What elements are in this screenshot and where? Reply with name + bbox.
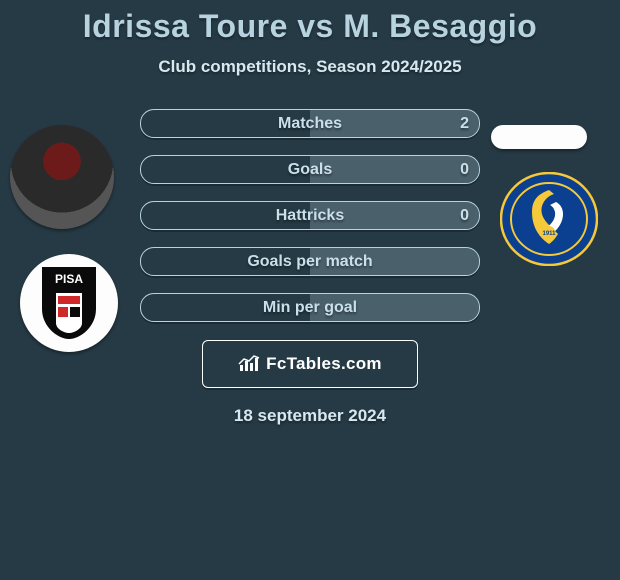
- stat-right-value: 0: [460, 161, 469, 179]
- player-left-avatar: [10, 125, 114, 229]
- player-right-avatar: [491, 125, 587, 149]
- stat-row-matches: Matches 2: [140, 109, 480, 138]
- watermark-text: FcTables.com: [266, 354, 382, 374]
- stat-row-goals: Goals 0: [140, 155, 480, 184]
- stat-label: Goals: [288, 161, 332, 179]
- stat-bar-right: [310, 156, 479, 183]
- pisa-shield-icon: PISA: [38, 265, 100, 341]
- stat-label: Matches: [278, 115, 342, 133]
- stat-row-min-per-goal: Min per goal: [140, 293, 480, 322]
- stat-label: Min per goal: [263, 299, 357, 317]
- stats-container: Matches 2 Goals 0 Hattricks 0 Goals per …: [140, 109, 480, 322]
- watermark: FcTables.com: [202, 340, 418, 388]
- date-text: 18 september 2024: [0, 406, 620, 426]
- club-left-badge: PISA: [20, 254, 118, 352]
- chart-icon: [238, 355, 260, 373]
- club-right-badge: 1911: [500, 172, 598, 266]
- stat-row-hattricks: Hattricks 0: [140, 201, 480, 230]
- page-subtitle: Club competitions, Season 2024/2025: [0, 57, 620, 77]
- page-title: Idrissa Toure vs M. Besaggio: [0, 0, 620, 45]
- svg-text:1911: 1911: [542, 231, 556, 237]
- pisa-text: PISA: [55, 272, 83, 286]
- stat-label: Hattricks: [276, 207, 344, 225]
- stat-label: Goals per match: [247, 253, 372, 271]
- brescia-shield-icon: 1911: [500, 172, 598, 266]
- stat-row-goals-per-match: Goals per match: [140, 247, 480, 276]
- stat-right-value: 0: [460, 207, 469, 225]
- stat-right-value: 2: [460, 115, 469, 133]
